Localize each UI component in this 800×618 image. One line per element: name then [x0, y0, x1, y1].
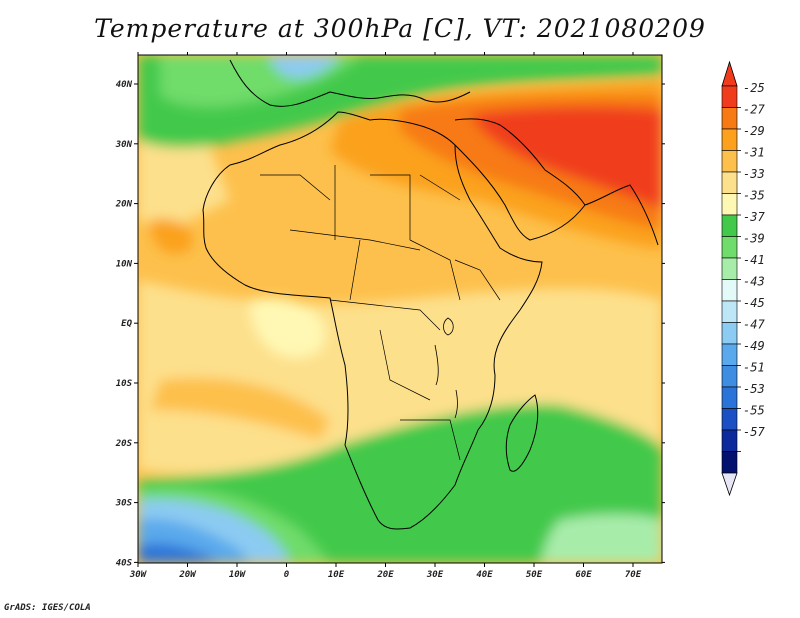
colorbar-swatch [721, 257, 738, 280]
longitude-axis: 30W 20W 10W 0 10E 20E 30E 40E 50E 60E 70E [129, 52, 642, 580]
map-title: Temperature at 300hPa [C], VT: 202108020… [94, 14, 706, 43]
colorbar-label: -55 [743, 404, 765, 418]
lat-label: 10S [116, 379, 133, 389]
lat-label: 40N [116, 80, 133, 90]
colorbar-label: -41 [743, 253, 765, 267]
colorbar-label: -39 [743, 232, 765, 246]
colorbar-swatch [721, 85, 738, 108]
colorbar-label: -49 [743, 339, 765, 353]
colorbar-label: -35 [743, 189, 765, 203]
lon-label: 40E [476, 570, 493, 580]
map-frame [137, 54, 663, 564]
field-region-35 [250, 298, 326, 358]
lon-label: 50E [526, 570, 543, 580]
madagascar-coastline [505, 394, 539, 472]
latitude-axis: 40N 30N 20N 10N EQ 10S 20S 30S 40S [115, 80, 665, 568]
colorbar-swatch [721, 279, 738, 302]
colorbar: -25 -27 -29 -31 -33 -35 -37 -39 -41 -43 -45 -47 -49 -… [721, 60, 765, 497]
colorbar-label: -57 [743, 425, 765, 439]
colorbar-over-triangle [721, 60, 738, 87]
colorbar-swatch [721, 451, 738, 474]
colorbar-label: -31 [743, 146, 765, 160]
lat-label: 30S [115, 499, 133, 509]
lat-label: EQ [121, 319, 132, 329]
colorbar-swatch [721, 408, 738, 431]
lon-label: 30W [129, 570, 148, 580]
field-region-53-south [138, 543, 220, 563]
colorbar-swatch [721, 322, 738, 345]
colorbar-swatch [721, 214, 738, 237]
africa-coastline [202, 111, 543, 530]
lon-label: 10E [328, 570, 345, 580]
colorbar-label: -53 [743, 382, 765, 396]
credit-text: GrADS: IGES/COLA [4, 603, 91, 613]
asia-coastline [584, 184, 659, 246]
lat-label: 10N [116, 259, 133, 269]
lat-label: 30N [115, 140, 133, 150]
colorbar-swatch [721, 429, 738, 452]
lon-label: 70E [625, 570, 642, 580]
colorbar-label: -51 [743, 361, 765, 375]
colorbar-swatch [721, 171, 738, 194]
arabia-coastline [454, 118, 586, 241]
field-region-33-west [138, 120, 230, 230]
lon-label: 20E [376, 570, 394, 580]
colorbar-under-triangle [721, 472, 738, 497]
coastlines [202, 59, 659, 530]
lon-label: 30E [426, 570, 444, 580]
lat-label: 40S [116, 558, 133, 568]
colorbar-swatch [721, 365, 738, 388]
lon-label: 10W [229, 570, 247, 580]
colorbar-swatch [721, 300, 738, 323]
colorbar-label: -43 [743, 275, 765, 289]
colorbar-label: -47 [743, 318, 765, 332]
colorbar-label: -29 [743, 124, 765, 138]
colorbar-swatch [721, 343, 738, 366]
lon-label: 60E [575, 570, 592, 580]
colorbar-label: -27 [743, 103, 765, 117]
temperature-field [138, 55, 662, 563]
country-borders [260, 165, 501, 461]
colorbar-swatch [721, 193, 738, 216]
field-region-41-south [540, 514, 662, 563]
colorbar-swatch [721, 128, 738, 151]
field-region-45-north [270, 55, 340, 79]
lakes [434, 317, 458, 419]
lon-label: 20W [178, 570, 197, 580]
colorbar-label: -45 [743, 296, 765, 310]
colorbar-swatch [721, 386, 738, 409]
colorbar-label: -33 [743, 167, 765, 181]
field-region-29-west [150, 219, 193, 254]
colorbar-swatch [721, 107, 738, 130]
field-region-25 [470, 106, 662, 210]
colorbar-label: -37 [743, 210, 765, 224]
field-band-31-south [150, 377, 330, 440]
colorbar-swatch [721, 150, 738, 173]
colorbar-swatch [721, 236, 738, 259]
lat-label: 20N [115, 200, 133, 210]
colorbar-label: -25 [743, 81, 765, 95]
europe-coastline [229, 59, 471, 107]
lon-label: 0 [284, 570, 290, 580]
lat-label: 20S [115, 439, 133, 449]
